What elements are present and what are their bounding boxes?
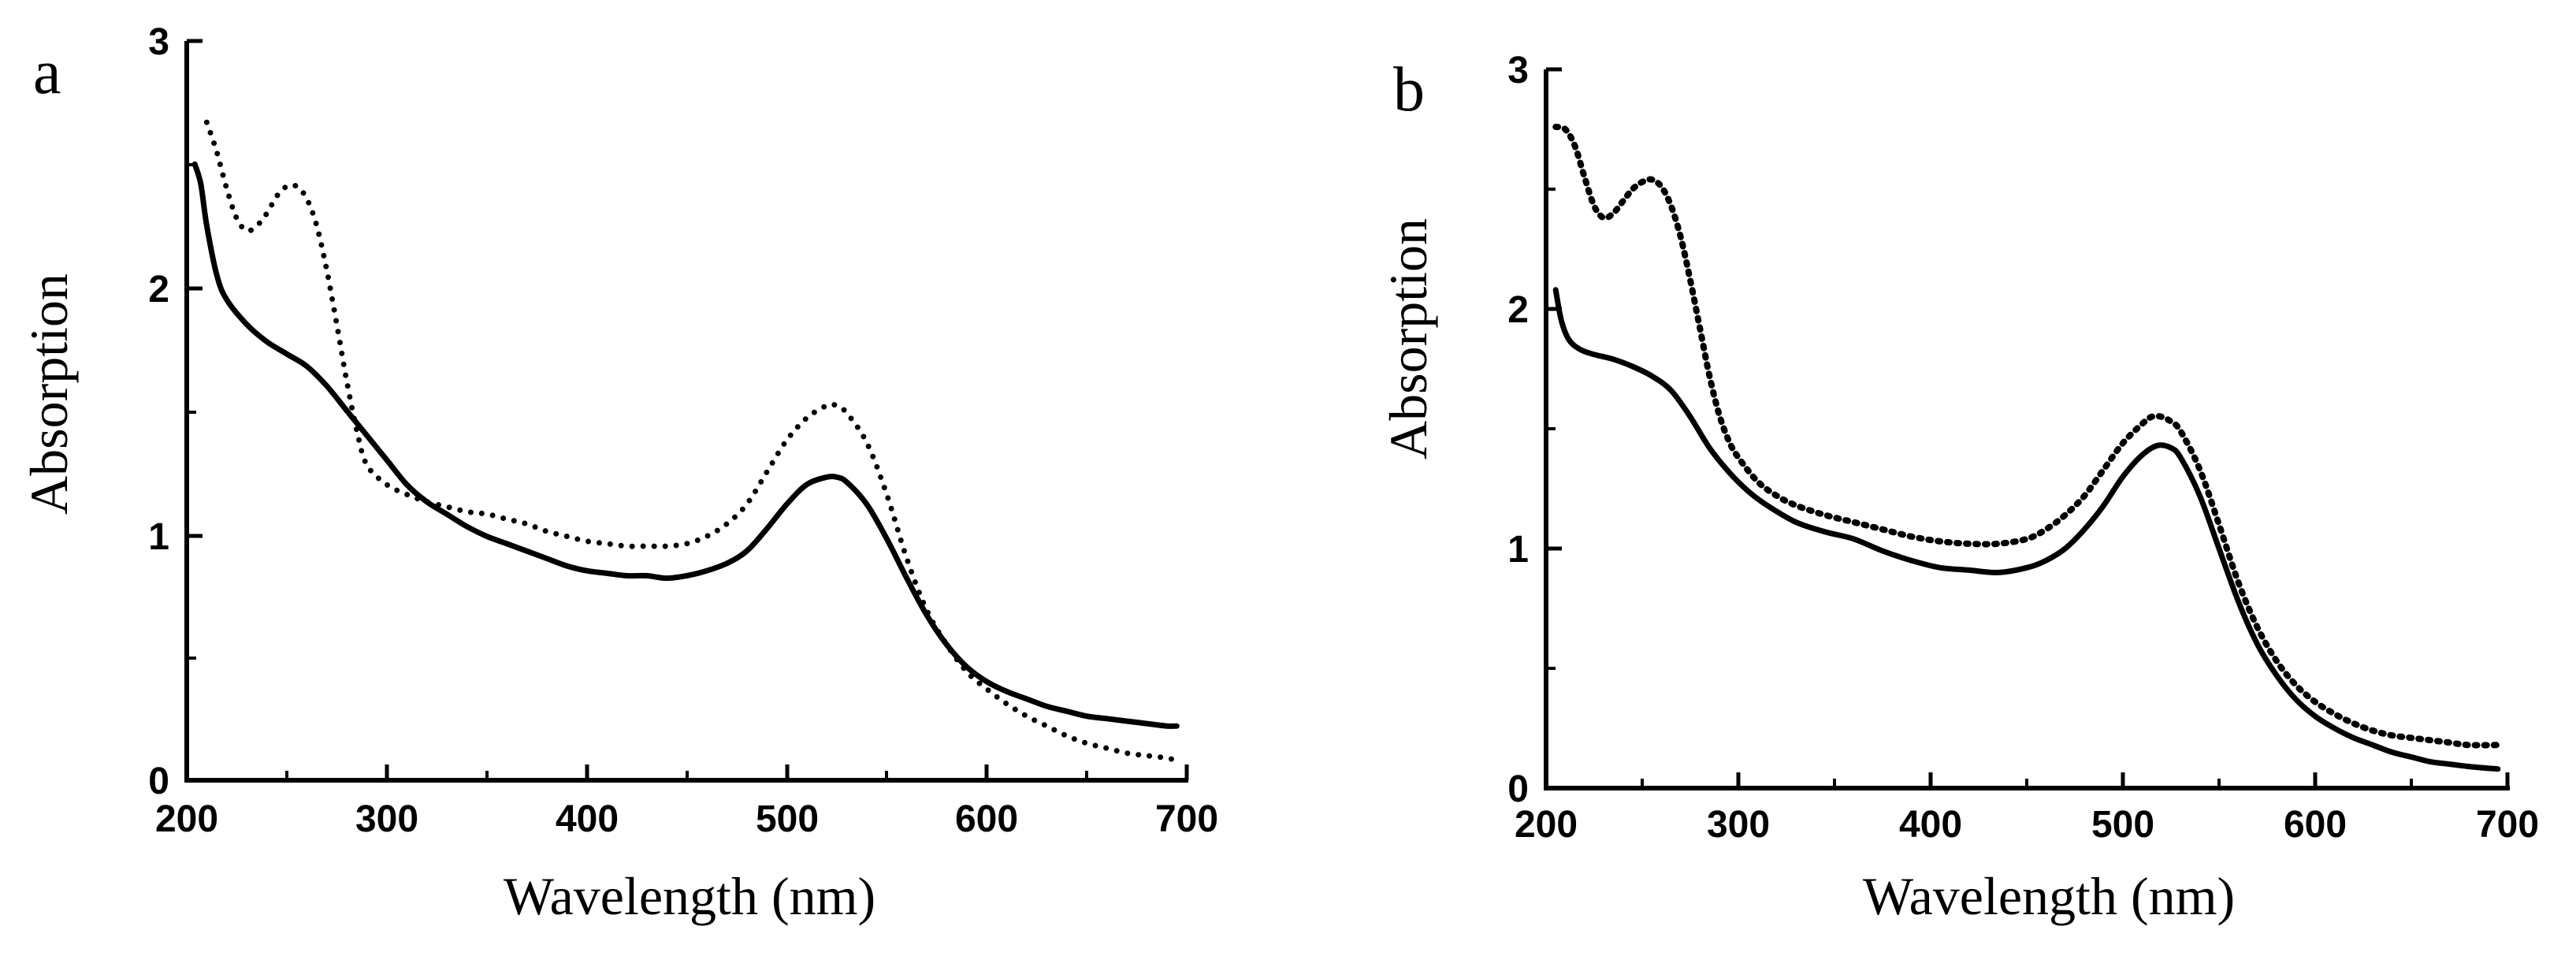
panel-a-xtick-label-500: 500 — [756, 798, 819, 840]
panel-a-xtick-label-600: 600 — [955, 798, 1018, 840]
panel-a-xtick-label-400: 400 — [556, 798, 619, 840]
panel-a-xtick-label-700: 700 — [1155, 798, 1218, 840]
panel-b-xtick-label-400: 400 — [1899, 804, 1962, 846]
panel-b-xtick-label-500: 500 — [2091, 804, 2154, 846]
panel-a-ytick-label-2: 2 — [148, 269, 169, 311]
panel-b-ytick-label-2: 2 — [1507, 289, 1529, 331]
panel-a-ytick-label-0: 0 — [148, 761, 169, 802]
panel-a-xtick-label-300: 300 — [355, 798, 418, 840]
panel-b-plot-area — [1552, 124, 2501, 772]
panel-a-series-dotted — [203, 119, 1180, 764]
panel-a-ytick-label-1: 1 — [148, 516, 169, 558]
panel-b-series-dashed — [1552, 124, 2501, 749]
panel-a-xtick-label-200: 200 — [155, 798, 218, 840]
panel-a-ytick-label-3: 3 — [148, 21, 169, 63]
panel-b-xtick-label-300: 300 — [1707, 804, 1770, 846]
panel-b: b Absorption Wavelength (nm) 0 1 2 3 200… — [1378, 50, 2539, 926]
panel-b-ylabel: Absorption — [1378, 218, 1438, 459]
panel-b-ytick-label-0: 0 — [1507, 768, 1529, 810]
panel-a: a Absorption Wavelength (nm) 0 1 2 3 200… — [19, 21, 1218, 926]
panel-b-xtick-label-200: 200 — [1515, 804, 1578, 846]
panel-b-xtick-label-700: 700 — [2476, 804, 2539, 846]
panel-b-series-solid — [1552, 287, 2501, 772]
panel-b-xlabel: Wavelength (nm) — [1863, 866, 2235, 926]
panel-a-plot-area — [191, 119, 1180, 764]
panel-b-label: b — [1393, 55, 1425, 125]
panel-b-xtick-label-600: 600 — [2284, 804, 2347, 846]
panel-a-xlabel: Wavelength (nm) — [504, 866, 875, 926]
panel-a-label: a — [33, 38, 61, 107]
panel-b-ytick-label-1: 1 — [1507, 529, 1529, 571]
panel-a-series-solid — [191, 161, 1180, 729]
panel-a-ylabel: Absorption — [19, 273, 79, 515]
panel-b-ytick-label-3: 3 — [1507, 50, 1529, 91]
